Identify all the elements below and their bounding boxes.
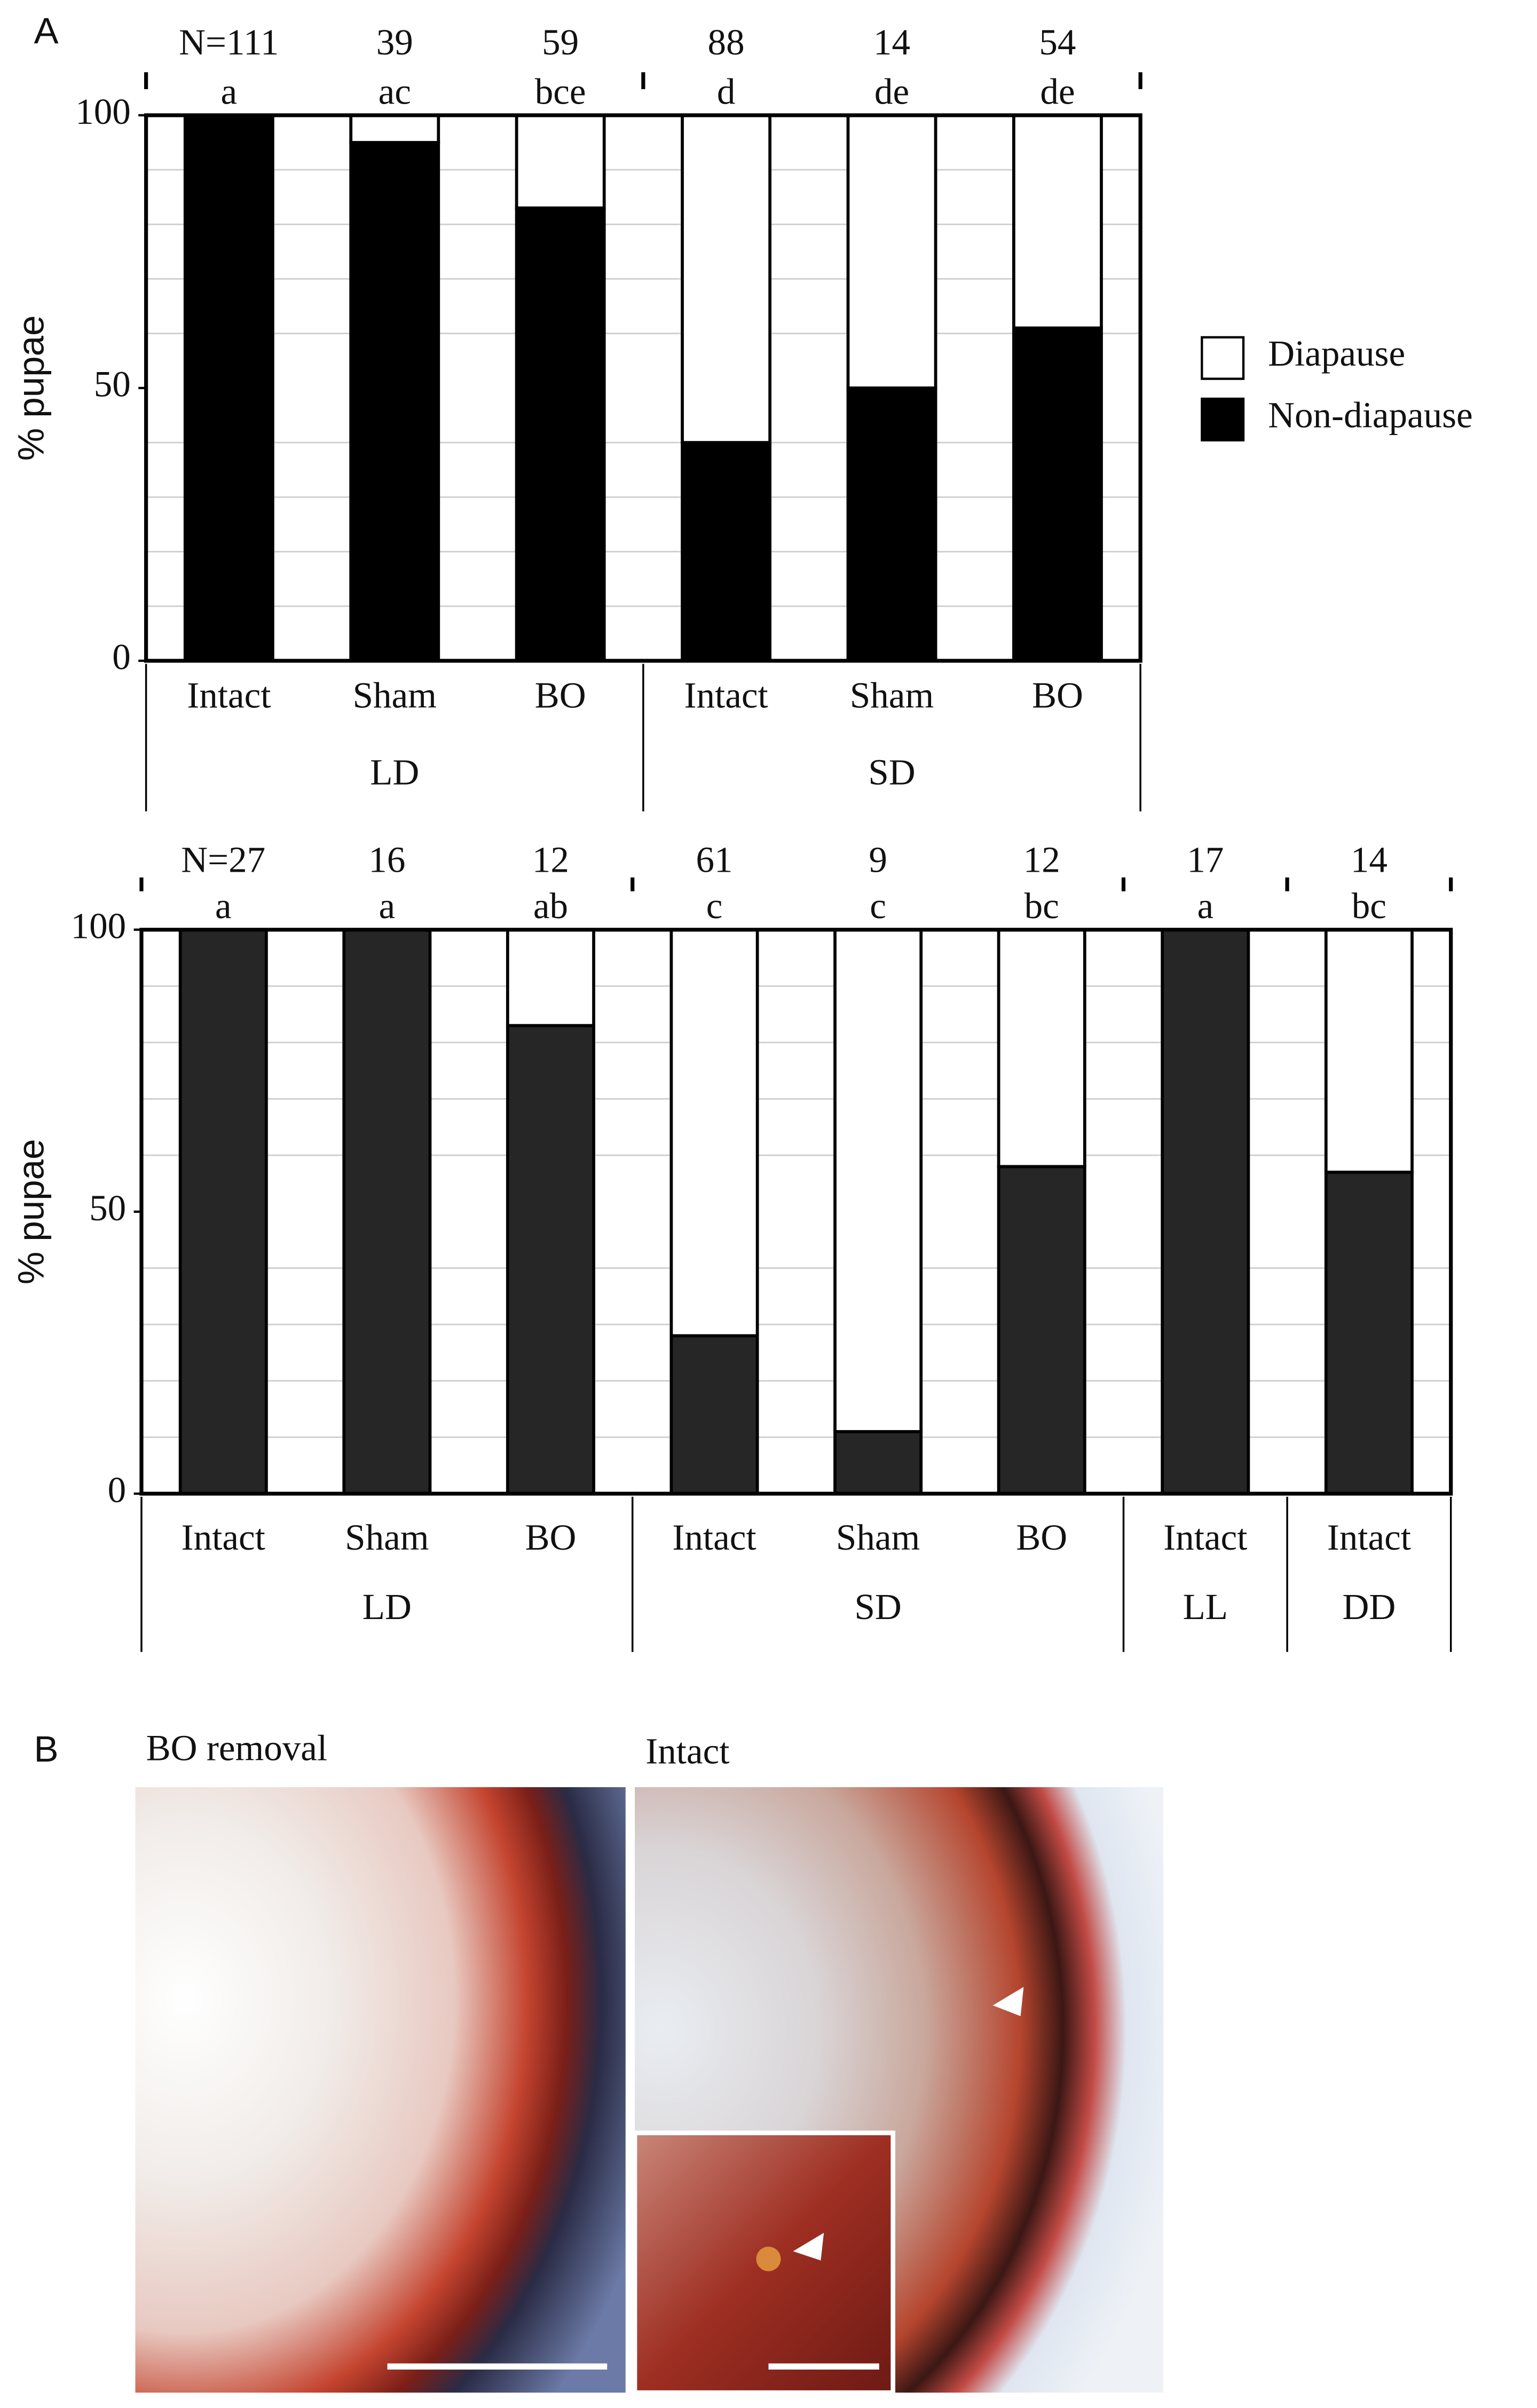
n-label: 61	[696, 839, 732, 880]
photo	[135, 1787, 626, 2393]
n-label: 39	[376, 21, 413, 62]
bar-segment	[1324, 928, 1414, 1174]
bar-segment	[349, 141, 440, 662]
bar-segment	[515, 114, 606, 210]
legend-label: Diapause	[1268, 333, 1405, 374]
significance-letter: d	[717, 70, 736, 112]
n-label: 12	[532, 839, 569, 880]
significance-letter: a	[1197, 885, 1213, 926]
significance-letter: bc	[1024, 885, 1059, 926]
bar-segment	[178, 928, 268, 1496]
y-tick-label: 50	[89, 1187, 126, 1228]
significance-letter: de	[874, 70, 909, 112]
panel-label: A	[34, 10, 58, 52]
bar-segment	[669, 1334, 759, 1496]
x-tick-label: Intact	[684, 675, 768, 716]
significance-letter: a	[379, 885, 396, 926]
legend-swatch	[1201, 336, 1245, 380]
panel-label: B	[34, 1728, 58, 1770]
significance-letter: de	[1040, 70, 1075, 112]
x-tick-label: Intact	[187, 675, 271, 716]
n-label: 14	[873, 21, 910, 62]
group-label: DD	[1342, 1586, 1396, 1627]
bar-segment	[846, 386, 937, 662]
group-label: SD	[868, 752, 915, 793]
x-tick-label: Intact	[672, 1517, 756, 1558]
bar-segment	[1012, 114, 1103, 330]
y-tick-label: 100	[71, 905, 127, 946]
bar-segment	[833, 928, 923, 1433]
significance-letter: c	[870, 885, 886, 926]
bar-segment	[515, 206, 606, 662]
bar-segment	[342, 928, 432, 1496]
plot-frame	[139, 928, 1453, 1496]
bar-segment	[1161, 928, 1250, 1496]
group-label: LD	[370, 752, 419, 793]
y-axis-label: % pupae	[10, 315, 52, 461]
n-label: 17	[1187, 839, 1224, 880]
x-tick-label: Sham	[353, 675, 437, 716]
n-label: N=111	[179, 21, 279, 62]
y-tick-label: 0	[112, 636, 131, 677]
y-tick-label: 0	[108, 1469, 127, 1510]
n-label: 14	[1351, 839, 1388, 880]
significance-letter: ab	[533, 885, 568, 926]
x-tick-label: Sham	[345, 1517, 429, 1558]
image-title: BO removal	[146, 1727, 328, 1769]
significance-letter: a	[215, 885, 232, 926]
plot-frame	[144, 113, 1142, 663]
n-label: 9	[869, 839, 887, 880]
n-label: 12	[1023, 839, 1060, 880]
bar-segment	[669, 928, 759, 1338]
n-label: 88	[708, 21, 745, 62]
bar-segment	[349, 114, 440, 144]
x-tick-label: BO	[535, 675, 586, 716]
bar-segment	[681, 441, 772, 662]
y-tick-label: 50	[94, 364, 131, 405]
x-tick-label: BO	[525, 1517, 576, 1558]
x-tick-label: BO	[1016, 1517, 1067, 1558]
arrowhead	[992, 1987, 1024, 2016]
significance-letter: ac	[379, 70, 411, 112]
significance-letter: a	[220, 70, 237, 112]
bar-segment	[1324, 1171, 1414, 1496]
n-label: N=27	[181, 839, 265, 880]
bar-segment	[833, 1430, 923, 1496]
bar-segment	[681, 114, 772, 444]
bar-segment	[506, 928, 595, 1028]
image-title: Intact	[645, 1730, 729, 1771]
organ-spot	[756, 2246, 781, 2271]
bar-segment	[846, 114, 937, 390]
legend-swatch	[1201, 397, 1245, 441]
significance-letter: bc	[1352, 885, 1386, 926]
x-tick-label: Intact	[1163, 1517, 1247, 1558]
arrowhead	[793, 2232, 824, 2261]
bar-segment	[997, 928, 1086, 1169]
n-label: 59	[542, 21, 579, 62]
x-tick-label: Sham	[836, 1517, 920, 1558]
x-tick-label: Intact	[182, 1517, 265, 1558]
bar-segment	[506, 1024, 595, 1496]
y-tick-label: 100	[75, 91, 131, 132]
bar-segment	[183, 114, 274, 662]
group-label: LD	[362, 1586, 412, 1627]
bar-segment	[1012, 326, 1103, 662]
x-tick-label: BO	[1032, 675, 1083, 716]
group-label: LL	[1183, 1586, 1228, 1627]
x-tick-label: Sham	[850, 675, 934, 716]
x-tick-label: Intact	[1327, 1517, 1411, 1558]
bar-segment	[997, 1165, 1086, 1496]
significance-letter: c	[706, 885, 723, 926]
n-label: 16	[368, 839, 405, 880]
significance-letter: bce	[535, 70, 586, 112]
n-label: 54	[1039, 21, 1076, 62]
legend-label: Non-diapause	[1268, 394, 1473, 435]
y-axis-label: % pupae	[10, 1139, 52, 1285]
group-label: SD	[854, 1586, 901, 1627]
